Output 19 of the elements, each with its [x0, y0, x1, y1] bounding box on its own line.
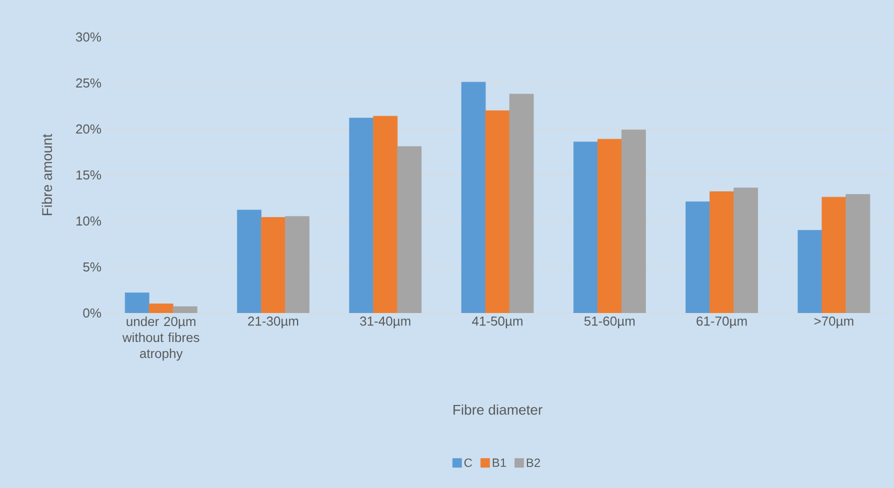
- x-axis-title: Fibre diameter: [454, 404, 542, 415]
- y-tick-label: 10%: [76, 216, 102, 226]
- x-tick-label: 41-50µm: [472, 316, 522, 328]
- legend-label: B1: [492, 458, 506, 467]
- legend-label: C: [464, 458, 472, 467]
- legend-label: B2: [526, 458, 540, 467]
- y-tick-label: 5%: [83, 262, 102, 272]
- y-axis-title: Fibre amount: [42, 134, 52, 216]
- y-tick-label: 20%: [76, 124, 102, 134]
- x-tick-label: 21-30µm: [248, 316, 298, 328]
- y-tick-label: 25%: [76, 78, 102, 88]
- x-tick-label: under 20µm without fibres atrophy: [122, 316, 200, 361]
- x-tick-label: 31-40µm: [360, 316, 410, 328]
- x-tick-label: 61-70µm: [696, 316, 747, 328]
- y-tick-label: 15%: [76, 170, 102, 180]
- x-tick-label: 51-60µm: [584, 316, 635, 328]
- y-tick-label: 0%: [83, 308, 102, 318]
- y-tick-label: 30%: [76, 32, 102, 42]
- x-tick-label: >70µm: [814, 316, 854, 328]
